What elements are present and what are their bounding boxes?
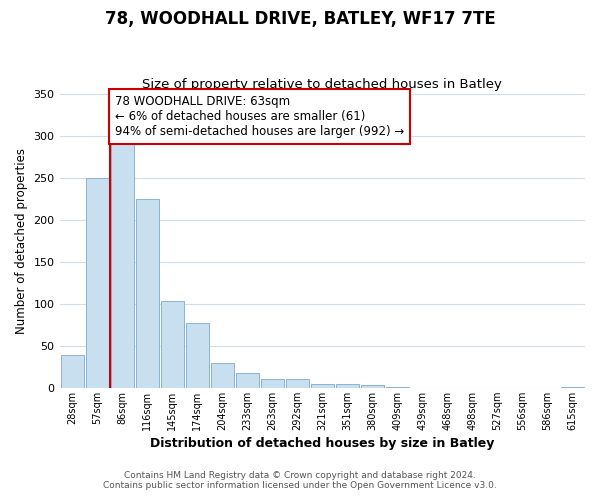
Y-axis label: Number of detached properties: Number of detached properties xyxy=(15,148,28,334)
Bar xyxy=(236,372,259,388)
Bar xyxy=(136,198,158,388)
Title: Size of property relative to detached houses in Batley: Size of property relative to detached ho… xyxy=(142,78,502,91)
Bar xyxy=(161,301,184,388)
Bar xyxy=(286,378,309,388)
Text: 78, WOODHALL DRIVE, BATLEY, WF17 7TE: 78, WOODHALL DRIVE, BATLEY, WF17 7TE xyxy=(104,10,496,28)
Bar xyxy=(110,143,134,388)
Text: 78 WOODHALL DRIVE: 63sqm
← 6% of detached houses are smaller (61)
94% of semi-de: 78 WOODHALL DRIVE: 63sqm ← 6% of detache… xyxy=(115,95,404,138)
Bar xyxy=(261,378,284,388)
Text: Contains HM Land Registry data © Crown copyright and database right 2024.
Contai: Contains HM Land Registry data © Crown c… xyxy=(103,470,497,490)
Bar xyxy=(361,386,384,388)
Bar xyxy=(86,178,109,388)
Bar xyxy=(61,355,83,388)
Bar xyxy=(561,387,584,388)
Bar xyxy=(311,384,334,388)
Bar xyxy=(336,384,359,388)
X-axis label: Distribution of detached houses by size in Batley: Distribution of detached houses by size … xyxy=(150,437,494,450)
Bar xyxy=(386,387,409,388)
Bar xyxy=(185,323,209,388)
Bar xyxy=(211,362,233,388)
